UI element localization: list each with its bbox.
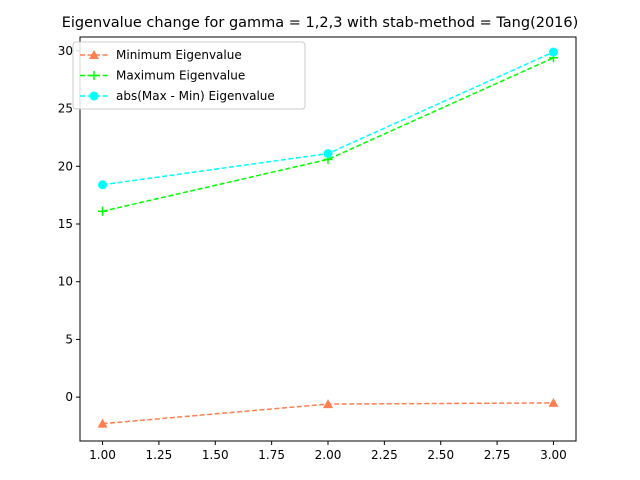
- x-tick-label: 1.25: [146, 448, 173, 462]
- series-layer: [97, 47, 559, 428]
- x-axis: 1.00 1.25 1.50 1.75 2.00 2.25 2.50 2.75 3.00: [89, 441, 567, 462]
- x-tick-label: 1.75: [258, 448, 285, 462]
- data-point: [323, 149, 333, 159]
- data-point: [323, 399, 333, 409]
- legend-item-2: Maximum Eigenvalue: [80, 69, 245, 83]
- legend-marker: [89, 91, 99, 101]
- y-tick-label: 20: [58, 159, 73, 173]
- legend-marker: [89, 50, 99, 59]
- series-1: [97, 397, 559, 428]
- legend-label: Maximum Eigenvalue: [116, 69, 245, 83]
- data-point: [548, 47, 558, 57]
- data-point: [98, 180, 108, 190]
- data-point: [98, 206, 108, 216]
- data-point: [97, 418, 108, 428]
- legend-label: Minimum Eigenvalue: [116, 48, 242, 62]
- chart-title: Eigenvalue change for gamma = 1,2,3 with…: [62, 15, 579, 31]
- series-line-2: [102, 57, 554, 213]
- y-tick-label: 30: [58, 44, 73, 58]
- x-tick-label: 1.50: [202, 448, 229, 462]
- x-tick-label: 2.00: [315, 448, 342, 462]
- y-tick-label: 5: [65, 332, 73, 346]
- legend-label: abs(Max - Min) Eigenvalue: [116, 89, 275, 103]
- y-tick-label: 25: [58, 102, 73, 116]
- x-tick-label: 2.75: [484, 448, 511, 462]
- legend-box: [72, 41, 306, 110]
- x-tick-label: 3.00: [540, 448, 567, 462]
- y-tick-label: 10: [58, 275, 73, 289]
- x-tick-label: 2.25: [371, 448, 398, 462]
- legend: Minimum Eigenvalue Maximum Eigenvalue abs(…: [72, 41, 306, 110]
- data-point: [548, 397, 559, 407]
- y-tick-label: 0: [65, 390, 73, 404]
- legend-marker: [89, 71, 99, 80]
- series-2: [98, 53, 558, 216]
- series-3: [98, 47, 558, 190]
- x-tick-label: 1.00: [89, 448, 116, 462]
- legend-item-3: abs(Max - Min) Eigenvalue: [80, 89, 275, 103]
- y-tick-label: 15: [58, 217, 73, 231]
- x-tick-label: 2.50: [427, 448, 454, 462]
- legend-item-1: Minimum Eigenvalue: [80, 48, 242, 62]
- y-axis: 0 5 10 15 20 25 30: [58, 44, 80, 404]
